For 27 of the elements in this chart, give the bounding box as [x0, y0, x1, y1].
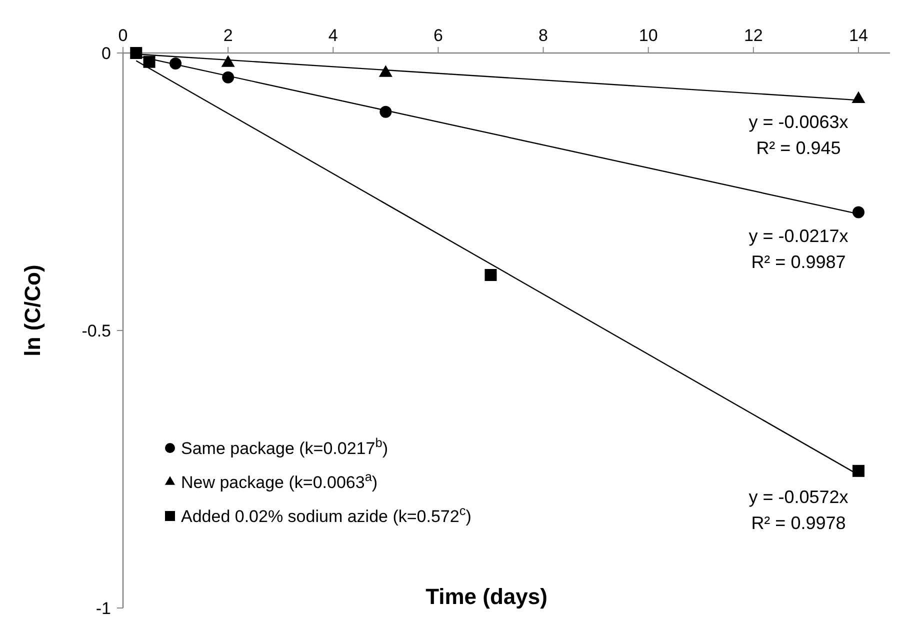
- point: [852, 464, 864, 477]
- point: [484, 269, 497, 281]
- y-axis-title: ln (C/Co): [20, 264, 45, 356]
- x-tick-label: 4: [328, 26, 338, 45]
- point: [170, 58, 182, 70]
- point: [143, 56, 156, 68]
- point: [222, 71, 234, 84]
- annotation: y = -0.0572x R² = 0.9978: [748, 486, 848, 533]
- x-tick-label: 2: [223, 26, 233, 45]
- y-tick-label: -0.5: [82, 321, 111, 340]
- x-tick-label: 0: [118, 26, 128, 45]
- annotation: y = -0.0217x R² = 0.9987: [748, 226, 848, 272]
- x-tick-label: 12: [744, 26, 763, 45]
- legend-label: Added 0.02% sodium azide (k=0.572$^{c}$): [181, 502, 472, 526]
- point: [130, 47, 142, 59]
- point: [852, 206, 864, 218]
- x-tick-label: 10: [638, 26, 658, 45]
- legend-label: New package (k=0.0063$^{a}$): [181, 468, 378, 492]
- y-tick-label: 0: [102, 44, 111, 63]
- y-tick-label: -1: [96, 598, 111, 618]
- point: [380, 106, 392, 118]
- x-axis-title: Time (days): [426, 584, 548, 609]
- x-tick-label: 14: [849, 26, 868, 45]
- legend-label: Same package (k=0.0217$^{b}$): [181, 434, 388, 458]
- annotation: y = -0.0063x R² = 0.945: [748, 112, 848, 158]
- x-tick-label: 6: [433, 26, 443, 45]
- x-tick-label: 8: [538, 26, 548, 45]
